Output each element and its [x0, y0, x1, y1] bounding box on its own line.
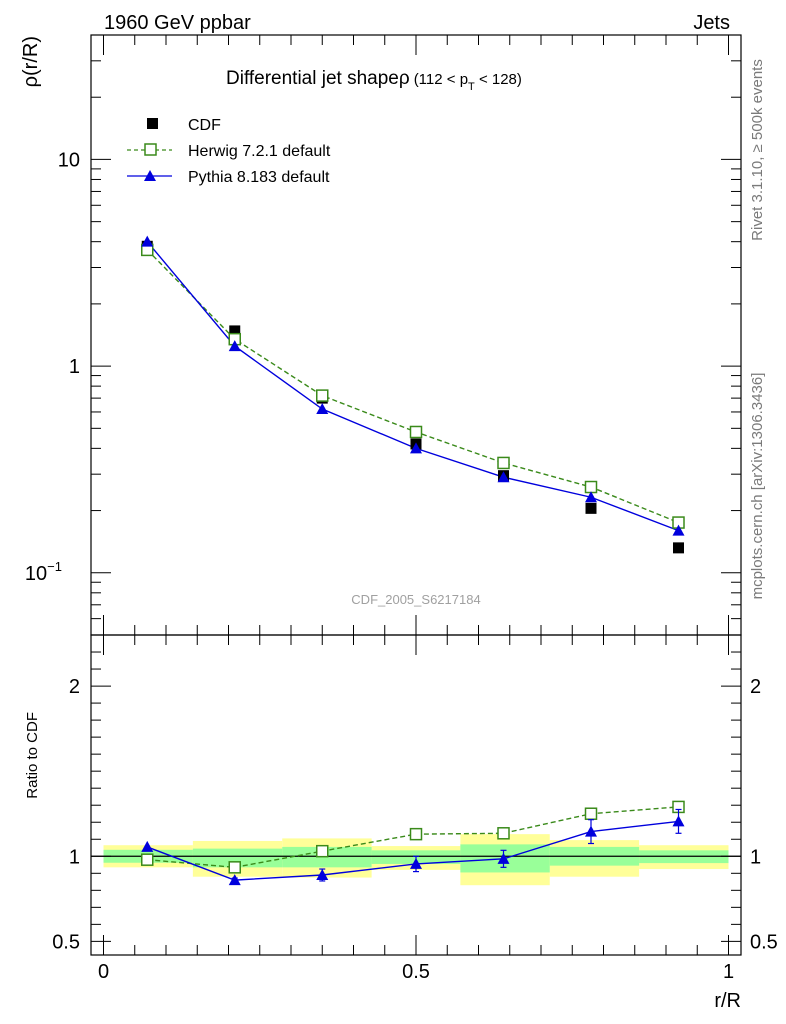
- rivet-label: Rivet 3.1.10, ≥ 500k events: [749, 59, 766, 241]
- legend-cdf-marker: [147, 118, 158, 129]
- chart-title-end: < 128): [475, 71, 522, 88]
- ratio-point-pythia: [316, 869, 329, 880]
- main-point-cdf: [673, 542, 684, 554]
- ratio-point-pythia: [228, 874, 241, 886]
- ratio-point-pythia: [585, 825, 597, 837]
- main-y-tick-label-exp: −1: [47, 559, 62, 574]
- main-line-pythia: [146, 241, 679, 532]
- ratio-point-herwig: [228, 861, 241, 874]
- ratio-y-tick-label-left: 1: [69, 846, 80, 868]
- x-tick-label: 0: [98, 961, 109, 983]
- main-y-axis-label: ρ(r/R): [20, 36, 42, 87]
- x-tick-label: 0.5: [402, 961, 430, 983]
- legend-herwig-label: Herwig 7.2.1 default: [188, 143, 331, 160]
- main-line-herwig: [146, 249, 679, 524]
- ratio-point-herwig: [497, 827, 510, 840]
- main-point-pythia: [497, 471, 510, 483]
- main-series: [141, 235, 685, 554]
- legend-herwig-marker: [144, 143, 157, 156]
- ratio-y-axis-label: Ratio to CDF: [24, 712, 41, 799]
- ratio-point-herwig: [316, 844, 329, 858]
- x-axis-label: r/R: [714, 990, 741, 1012]
- ratio-point-herwig: [584, 807, 598, 820]
- ratio-y-tick-label-right: 0.5: [750, 931, 778, 953]
- analysis-watermark: CDF_2005_S6217184: [351, 592, 480, 607]
- ratio-point-herwig: [141, 853, 154, 866]
- ratio-frame: [90, 634, 742, 956]
- chart-title: Differential jet shapeρ (112 < pT < 128): [226, 68, 522, 93]
- main-point-pythia: [141, 235, 154, 247]
- chart-title-main: Differential jet shapeρ: [226, 68, 410, 89]
- legend-pythia-marker: [144, 170, 156, 181]
- legend-pythia-label: Pythia 8.183 default: [188, 169, 330, 186]
- x-tick-label: 1: [723, 961, 734, 983]
- main-point-pythia: [410, 442, 422, 454]
- main-y-tick-label-base: 10: [25, 563, 47, 585]
- ratio-point-herwig: [409, 827, 423, 841]
- ratio-y-tick-label-right: 1: [750, 846, 761, 868]
- main-y-tick-label: 10: [58, 149, 80, 171]
- main-point-herwig: [316, 389, 329, 402]
- legend-cdf-label: CDF: [188, 117, 221, 134]
- main-point-pythia: [228, 340, 241, 352]
- ratio-y-tick-label-left: 0.5: [52, 931, 80, 953]
- ratio-y-tick-label-left: 2: [69, 676, 80, 698]
- main-point-cdf: [585, 502, 597, 514]
- main-point-pythia: [585, 491, 597, 503]
- ratio-y-tick-label-right: 2: [750, 676, 761, 698]
- main-point-pythia: [672, 524, 685, 536]
- main-point-herwig: [497, 456, 510, 470]
- main-y-tick-label: 10−1: [25, 559, 62, 585]
- main-y-tick-label: 1: [69, 356, 80, 378]
- beam-label: 1960 GeV ppbar: [104, 12, 251, 34]
- mcplots-label: mcplots.cern.ch [arXiv:1306.3436]: [749, 373, 766, 600]
- chart-title-sub: T: [468, 81, 475, 93]
- ratio-point-pythia: [497, 852, 510, 864]
- legend: CDF Herwig 7.2.1 default Pythia 8.183 de…: [127, 117, 331, 186]
- category-label: Jets: [693, 12, 730, 34]
- ratio-point-pythia: [410, 857, 422, 869]
- ratio-axes: 0.5 0.5 1 1 2 2 0 0.5 1: [52, 635, 778, 983]
- main-point-cdf: [229, 325, 241, 337]
- main-point-pythia: [316, 403, 329, 415]
- ratio-point-pythia: [672, 815, 685, 827]
- main-point-herwig: [584, 480, 598, 494]
- ratio-point-pythia: [141, 840, 154, 852]
- ratio-series: [141, 800, 685, 886]
- main-point-herwig: [409, 425, 423, 439]
- chart-title-range: (112 < p: [414, 71, 468, 88]
